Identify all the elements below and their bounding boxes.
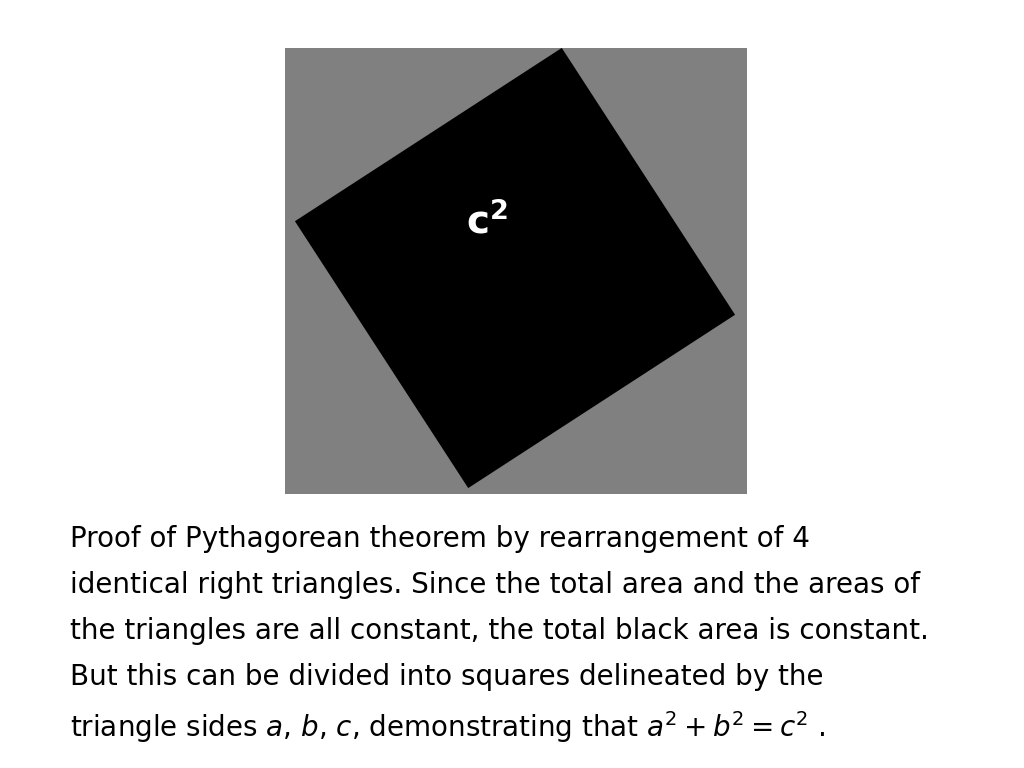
Text: $\mathbf{c}^{\mathbf{2}}$: $\mathbf{c}^{\mathbf{2}}$: [466, 202, 508, 242]
Text: But this can be divided into squares delineated by the: But this can be divided into squares del…: [70, 663, 823, 691]
Bar: [285, 48, 746, 494]
Polygon shape: [295, 48, 735, 488]
Text: triangle sides $a$, $b$, $c$, demonstrating that $a^2 + b^2 = c^2$ .: triangle sides $a$, $b$, $c$, demonstrat…: [70, 709, 825, 745]
Text: identical right triangles. Since the total area and the areas of: identical right triangles. Since the tot…: [70, 571, 920, 599]
Text: Proof of Pythagorean theorem by rearrangement of 4: Proof of Pythagorean theorem by rearrang…: [70, 525, 810, 553]
Text: the triangles are all constant, the total black area is constant.: the triangles are all constant, the tota…: [70, 617, 929, 645]
